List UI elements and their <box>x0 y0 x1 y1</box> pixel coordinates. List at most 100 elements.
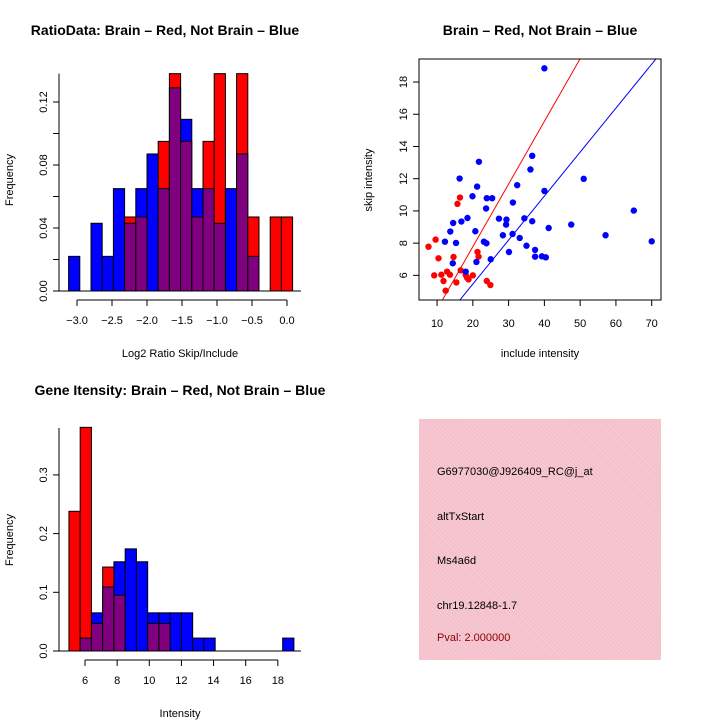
x-tick-label: 30 <box>502 318 514 330</box>
blue-point <box>541 65 548 72</box>
y-tick-label: 12 <box>398 173 410 185</box>
x-tick-label: 20 <box>467 318 479 330</box>
x-tick-label: 10 <box>143 675 155 687</box>
blue-point <box>521 215 528 222</box>
hist-bar-overlap <box>158 622 171 652</box>
red-point <box>432 236 439 243</box>
x-tick-label: 16 <box>240 675 252 687</box>
red-point <box>457 267 464 274</box>
blue-point <box>568 221 575 228</box>
red-point <box>453 279 460 286</box>
red-point <box>469 272 477 279</box>
ratio-histogram: 0.00 0.04 0.08 0.12 −3.0 −2.5 −2.0 −1.5 −1.0 −0.5… <box>38 73 301 327</box>
x-tick-label: 40 <box>538 318 550 330</box>
hist-bar <box>269 216 282 292</box>
hist-bar <box>203 637 216 652</box>
red-point <box>442 287 449 294</box>
scatter-title: Brain – Red, Not Brain – Blue <box>443 22 638 38</box>
hist-bar <box>90 222 103 292</box>
blue-point <box>531 253 539 260</box>
blue-point <box>441 238 449 245</box>
red-point <box>454 200 461 208</box>
blue-point <box>503 216 510 223</box>
intensity-hist-title: Gene Itensity: Brain – Red, Not Brain – … <box>35 382 326 398</box>
blue-point <box>523 242 530 249</box>
hist-bar <box>68 255 81 292</box>
x-tick-label: −0.5 <box>241 315 263 327</box>
hist-bar <box>135 561 149 652</box>
red-point <box>456 194 464 201</box>
hist-bar-overlap <box>191 216 204 292</box>
y-tick-label: 16 <box>398 108 410 120</box>
hist-bar-overlap <box>236 153 249 292</box>
blue-point <box>472 228 479 235</box>
x-tick-label: −1.5 <box>171 315 193 327</box>
red-point <box>446 271 454 278</box>
blue-point <box>505 248 513 256</box>
blue-point <box>447 228 454 235</box>
hist-bar <box>101 255 114 292</box>
red-fit-line <box>441 59 581 300</box>
x-tick-label: −2.0 <box>136 315 158 327</box>
x-tick-label: −2.5 <box>101 315 123 327</box>
red-point <box>487 281 494 289</box>
red-point <box>440 277 447 285</box>
blue-point <box>513 181 521 189</box>
x-tick-label: 60 <box>610 318 622 330</box>
x-tick-label: 14 <box>207 675 219 687</box>
scatter-xlabel: include intensity <box>501 348 580 360</box>
hist-bar-overlap <box>168 87 182 292</box>
p-value: Pval: 2.000000 <box>437 632 511 644</box>
ratio-hist-xlabel: Log2 Ratio Skip/Include <box>122 348 238 360</box>
x-tick-label: 8 <box>114 675 120 687</box>
x-tick-label: 10 <box>431 318 443 330</box>
red-point <box>435 255 442 262</box>
y-tick-label: 0.2 <box>38 526 50 541</box>
hist-bar-overlap <box>124 222 137 292</box>
y-tick-label: 8 <box>398 240 410 246</box>
blue-point <box>473 183 481 190</box>
hist-bar-overlap <box>180 140 193 292</box>
y-tick-label: 18 <box>398 76 410 88</box>
intensity-hist-xlabel: Intensity <box>160 708 201 720</box>
x-tick-label: 18 <box>272 675 284 687</box>
blue-point <box>482 205 490 212</box>
hist-bar <box>180 612 194 652</box>
hist-bar <box>124 548 137 652</box>
intensity-histogram: 0.0 0.1 0.2 0.3 6 8 10 12 14 16 18 <box>38 426 301 687</box>
red-point <box>475 253 482 260</box>
blue-point <box>469 193 476 200</box>
blue-point <box>602 232 609 239</box>
hist-bar <box>280 216 294 292</box>
intensity-hist-ylabel: Frequency <box>4 514 16 566</box>
y-tick-label: 14 <box>398 140 410 152</box>
plot-box <box>418 58 662 301</box>
y-tick-label: 6 <box>398 272 410 278</box>
blue-point <box>499 232 507 239</box>
blue-point <box>529 218 536 225</box>
y-tick-label: 0.12 <box>38 91 50 112</box>
blue-point <box>545 224 552 232</box>
y-tick-label: 0.1 <box>38 585 50 600</box>
blue-point <box>483 240 490 247</box>
hist-bar <box>112 188 126 292</box>
ratio-hist-title: RatioData: Brain – Red, Not Brain – Blue <box>31 22 300 38</box>
y-tick-label: 0.08 <box>38 154 50 175</box>
hist-bar-overlap <box>147 622 160 652</box>
location: chr19.12848-1.7 <box>437 600 518 612</box>
hist-bar <box>169 612 182 652</box>
blue-point <box>648 238 655 245</box>
y-tick-label: 0.00 <box>38 280 50 301</box>
hist-bar <box>224 188 238 292</box>
hist-bar-overlap <box>102 586 115 652</box>
blue-point <box>541 187 548 195</box>
hist-bar-overlap <box>202 188 215 292</box>
ratio-hist-ylabel: Frequency <box>4 154 16 206</box>
blue-point <box>542 254 550 261</box>
hist-bar <box>192 637 205 652</box>
red-point <box>425 243 432 250</box>
blue-point <box>509 230 516 238</box>
blue-point <box>502 221 510 228</box>
blue-point <box>483 194 490 202</box>
blue-point <box>487 256 494 263</box>
